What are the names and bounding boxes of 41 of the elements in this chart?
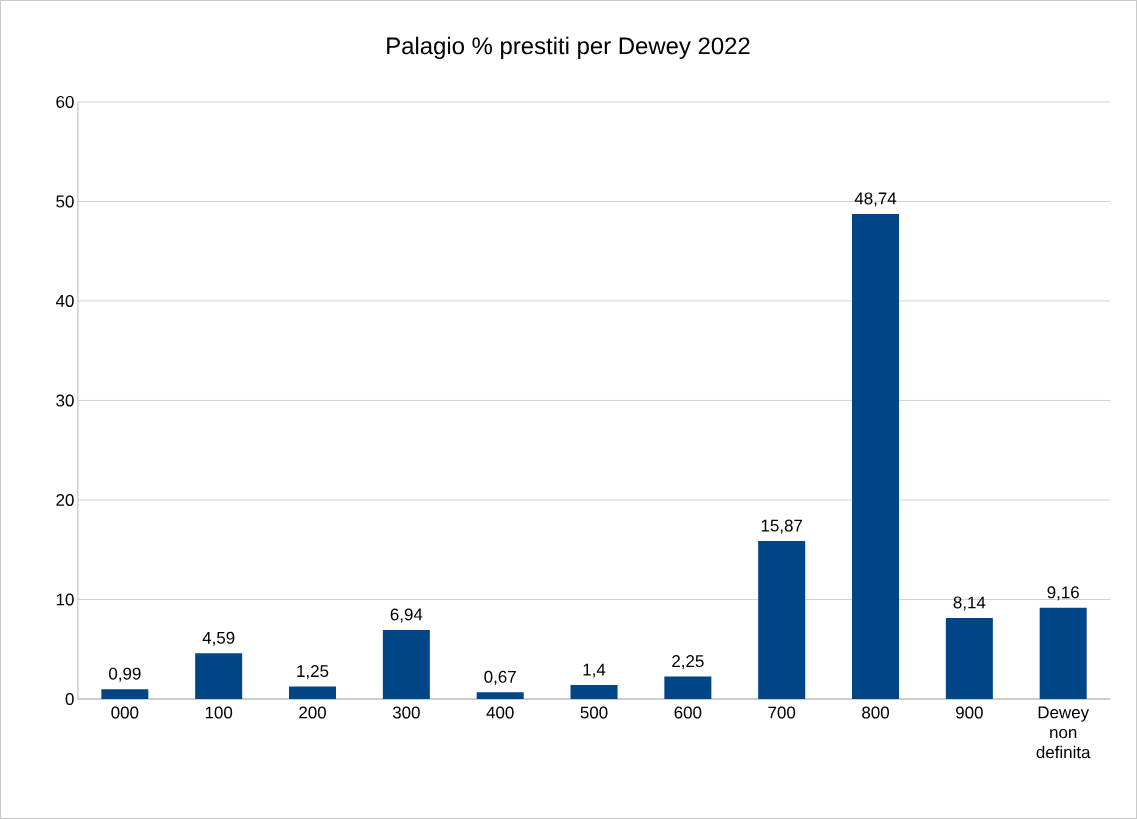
x-tick-label: 700 xyxy=(768,706,796,719)
data-label: 2,25 xyxy=(672,655,704,670)
bar xyxy=(476,692,524,700)
y-tick-label: 30 xyxy=(56,394,74,407)
bar xyxy=(570,685,618,700)
bar xyxy=(945,618,993,700)
data-label: 9,16 xyxy=(1047,586,1079,601)
bar xyxy=(289,686,337,700)
y-tick-label: 40 xyxy=(55,294,74,307)
bar xyxy=(852,214,900,700)
chart-title: Palagio % prestiti per Dewey 2022 xyxy=(387,36,750,60)
bar xyxy=(382,629,430,700)
x-tick-label: 900 xyxy=(956,706,983,719)
bar xyxy=(758,541,806,700)
y-tick-label: 20 xyxy=(56,494,74,507)
data-label: 1,25 xyxy=(297,665,329,680)
data-label: 1,4 xyxy=(583,663,606,678)
bar xyxy=(1039,607,1087,700)
x-tick-label: Dewey non definita xyxy=(1036,706,1091,759)
y-tick-label: 60 xyxy=(56,95,74,108)
x-tick-label: 400 xyxy=(486,706,514,719)
x-tick-label: 500 xyxy=(580,706,608,719)
bar xyxy=(664,676,712,700)
y-tick-label: 0 xyxy=(65,693,74,706)
y-tick-label: 50 xyxy=(56,195,74,208)
bar xyxy=(101,689,149,700)
x-tick-label: 100 xyxy=(205,706,233,719)
data-label: 6,94 xyxy=(390,608,423,623)
y-tick-label: 10 xyxy=(56,593,74,606)
data-label: 15,87 xyxy=(761,519,803,534)
data-label: 48,74 xyxy=(854,192,897,207)
data-label: 0,67 xyxy=(484,670,516,685)
data-label: 0,99 xyxy=(109,667,141,682)
x-tick-label: 600 xyxy=(674,706,702,719)
x-tick-label: 200 xyxy=(299,706,326,719)
x-tick-label: 800 xyxy=(862,706,889,719)
x-tick-label: 300 xyxy=(392,706,420,719)
data-label: 8,14 xyxy=(953,596,986,611)
bar xyxy=(195,653,243,700)
data-label: 4,59 xyxy=(202,631,235,646)
x-tick-label: 000 xyxy=(111,706,139,719)
